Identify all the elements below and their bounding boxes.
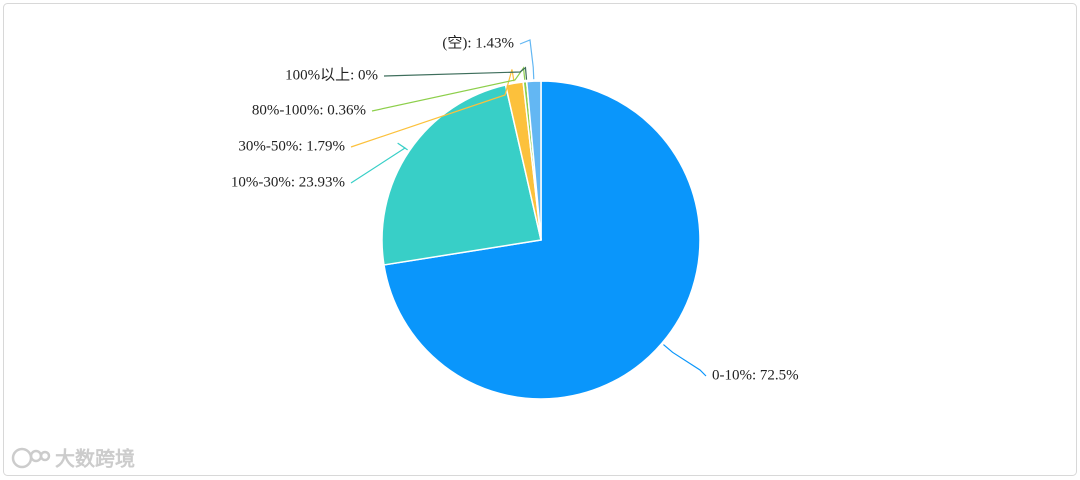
leader-line: [663, 344, 707, 377]
pie-slice: [381, 84, 542, 266]
leader-line: [350, 142, 408, 184]
pie-slice: [525, 80, 542, 241]
leader-line: [383, 66, 528, 80]
watermark: 大数跨境: [55, 447, 135, 471]
leader-line: [519, 39, 535, 80]
slice-label: 80%-100%: 0.36%: [252, 102, 366, 118]
slice-label: (空): 1.43%: [442, 34, 514, 51]
slice-label: 30%-50%: 1.79%: [238, 138, 345, 154]
pie-slice: [383, 80, 701, 400]
slice-label: 10%-30%: 23.93%: [231, 174, 345, 190]
watermark-logo: [11, 447, 51, 469]
leader-line: [350, 69, 515, 148]
slice-label: 0-10%: 72.5%: [712, 367, 799, 383]
slice-label: 100%以上: 0%: [285, 66, 378, 83]
leader-line: [371, 66, 526, 112]
